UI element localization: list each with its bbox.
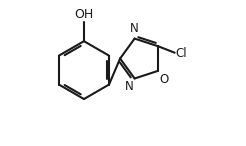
Text: N: N xyxy=(124,80,133,93)
Text: O: O xyxy=(159,73,168,86)
Text: OH: OH xyxy=(74,8,93,21)
Text: Cl: Cl xyxy=(176,47,187,60)
Text: N: N xyxy=(130,22,139,35)
